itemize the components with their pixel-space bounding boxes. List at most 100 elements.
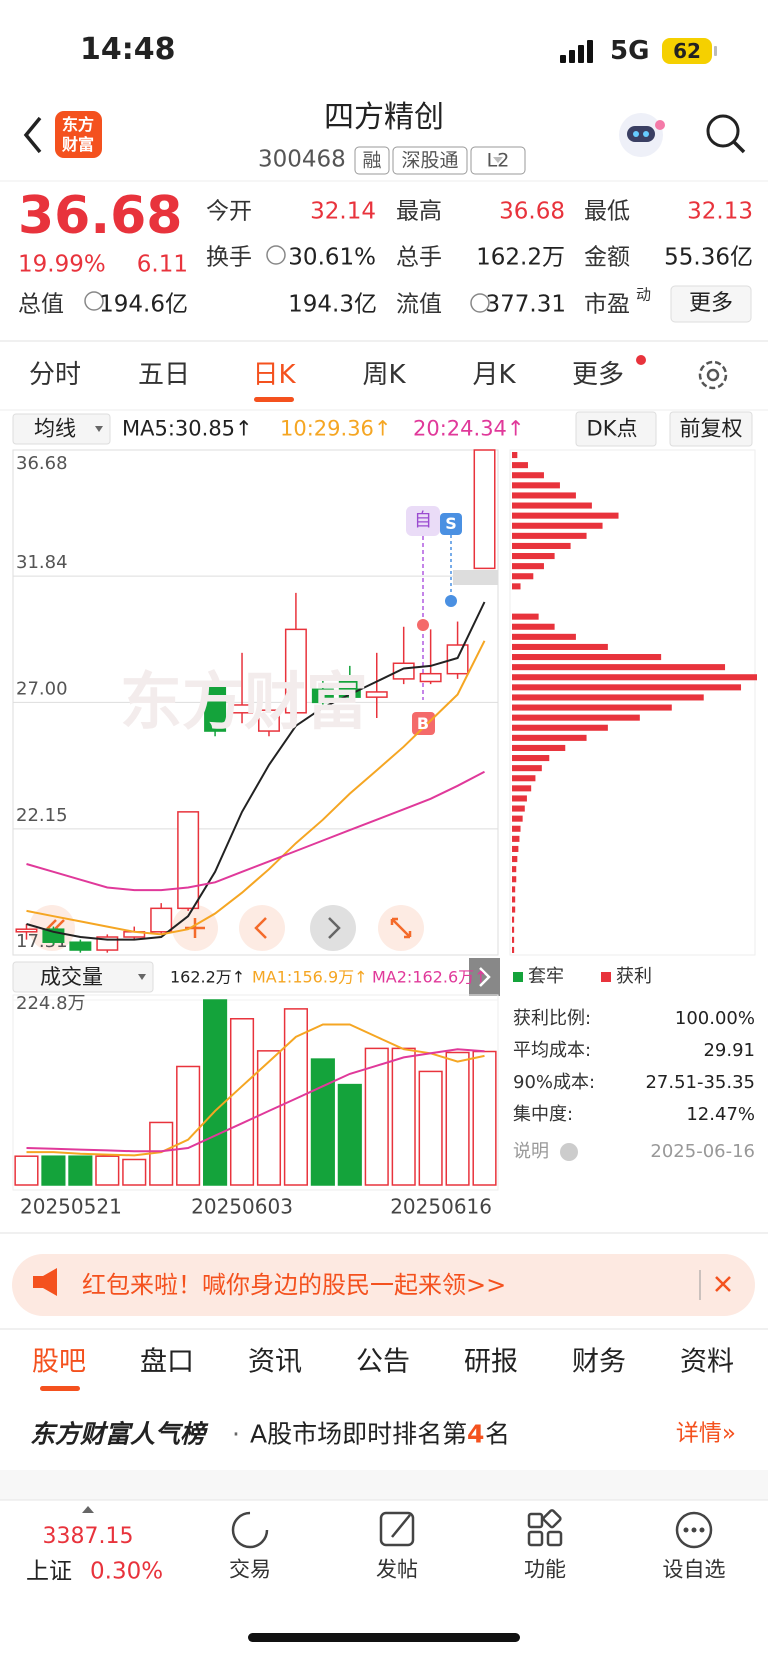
ranking-sep: · bbox=[232, 1419, 240, 1449]
chip-bar bbox=[512, 886, 516, 893]
ranking-link[interactable]: 详情» bbox=[675, 1420, 736, 1447]
search-button[interactable] bbox=[706, 114, 746, 154]
close-banner[interactable] bbox=[715, 1276, 731, 1292]
post-icon[interactable] bbox=[379, 1511, 415, 1547]
field-label: 总值 bbox=[18, 291, 64, 318]
chip-bar bbox=[512, 946, 515, 953]
chip-bar bbox=[512, 835, 520, 842]
section-tab[interactable]: 公告 bbox=[356, 1346, 410, 1378]
period-tab[interactable]: 月K bbox=[472, 360, 516, 390]
section-tab[interactable]: 财务 bbox=[572, 1346, 626, 1378]
period-tab[interactable]: 更多 bbox=[571, 360, 625, 390]
y-tick-label: 22.15 bbox=[16, 805, 68, 826]
clock: 14:48 bbox=[80, 32, 176, 67]
volume-frame bbox=[12, 994, 499, 1191]
dk-label[interactable]: DK点 bbox=[586, 416, 638, 441]
battery-level: 62 bbox=[673, 39, 701, 63]
volume-legend: MA2:162.6万↑ bbox=[372, 968, 488, 987]
settings-button[interactable] bbox=[698, 360, 728, 390]
candle-body bbox=[177, 811, 200, 910]
chip-stat-value: 27.51-35.35 bbox=[645, 1072, 755, 1093]
section-tab[interactable]: 研报 bbox=[464, 1346, 518, 1378]
assistant-avatar[interactable] bbox=[619, 113, 665, 157]
section-tab[interactable]: 资料 bbox=[680, 1346, 734, 1378]
footer-item[interactable]: 功能 bbox=[524, 1557, 566, 1582]
trade-icon[interactable] bbox=[231, 1511, 269, 1549]
footer-item[interactable]: 交易 bbox=[229, 1557, 271, 1582]
chip-bar bbox=[512, 633, 576, 640]
period-tab[interactable]: 分时 bbox=[28, 360, 82, 390]
watchlist-icon[interactable] bbox=[675, 1511, 713, 1549]
field-value: 30.61% bbox=[288, 244, 376, 271]
chip-bar bbox=[512, 785, 532, 792]
chip-stat-value: 12.47% bbox=[686, 1104, 755, 1125]
logo-text: 财富 bbox=[61, 135, 95, 154]
chip-bar bbox=[512, 664, 726, 671]
section-tab[interactable]: 盘口 bbox=[140, 1346, 194, 1378]
volume-bar bbox=[391, 1047, 416, 1186]
ranking-text: A股市场即时排名第 bbox=[250, 1419, 468, 1449]
badge: 融 bbox=[362, 149, 382, 172]
footer-item[interactable]: 设自选 bbox=[662, 1557, 726, 1582]
chip-stat-value: 29.91 bbox=[703, 1040, 755, 1061]
chip-bar bbox=[512, 684, 742, 691]
volume-bar bbox=[418, 1070, 443, 1186]
chip-bar bbox=[512, 825, 521, 832]
more-button-label[interactable]: 更多 bbox=[688, 291, 734, 316]
sell-dot bbox=[445, 595, 457, 607]
volume-ma-line bbox=[26, 1048, 485, 1153]
footer-icons bbox=[231, 1509, 713, 1549]
chip-bar bbox=[512, 573, 534, 580]
adjust-button[interactable] bbox=[669, 411, 753, 447]
period-tab[interactable]: 日K bbox=[252, 360, 296, 390]
chip-bar bbox=[512, 643, 608, 650]
chip-stat-label: 获利比例: bbox=[513, 1008, 592, 1029]
chip-bar bbox=[512, 926, 515, 933]
volume-bar bbox=[203, 999, 228, 1186]
badge: 深股通 bbox=[401, 149, 459, 172]
ranking-suffix: 名 bbox=[485, 1419, 511, 1449]
ma-selector[interactable] bbox=[12, 413, 111, 445]
adjust-label[interactable]: 前复权 bbox=[679, 416, 743, 441]
next-button[interactable] bbox=[310, 905, 356, 951]
volume-bar bbox=[364, 1047, 389, 1186]
ma-line bbox=[26, 640, 486, 936]
chip-bar bbox=[512, 502, 592, 509]
ma-selector-label[interactable]: 均线 bbox=[34, 416, 76, 441]
dk-button[interactable] bbox=[575, 411, 657, 447]
app-logo bbox=[55, 111, 102, 158]
footer-item[interactable]: 发帖 bbox=[376, 1557, 418, 1582]
candle-body bbox=[150, 907, 173, 933]
badge-box bbox=[354, 146, 390, 175]
chip-bar bbox=[512, 876, 517, 883]
volume-bar bbox=[445, 1051, 470, 1186]
prev-button[interactable] bbox=[239, 905, 285, 951]
marker-label: S bbox=[445, 514, 457, 533]
section-tab[interactable]: 股吧 bbox=[32, 1346, 86, 1378]
chip-bar bbox=[512, 755, 550, 762]
chip-stat-label: 90%成本: bbox=[513, 1072, 596, 1093]
y-tick-label: 27.00 bbox=[16, 678, 68, 699]
volume-selector[interactable] bbox=[12, 961, 154, 993]
banner-text[interactable]: 红包来啦！喊你身边的股民一起来领>> bbox=[82, 1271, 507, 1299]
info-dot bbox=[266, 245, 286, 265]
expand-button[interactable] bbox=[469, 958, 500, 996]
chip-bar bbox=[512, 765, 542, 772]
volume-bar bbox=[472, 1050, 497, 1186]
ma-label: 10:29.36↑ bbox=[280, 416, 392, 441]
period-tab[interactable]: 周K bbox=[362, 360, 406, 390]
period-tab[interactable]: 五日 bbox=[137, 360, 191, 390]
section-tab[interactable]: 资讯 bbox=[248, 1346, 302, 1378]
more-button[interactable] bbox=[670, 285, 752, 323]
ranking-rank: 4 bbox=[467, 1419, 485, 1449]
function-icon[interactable] bbox=[527, 1512, 544, 1529]
promo-banner[interactable] bbox=[12, 1254, 755, 1316]
field-label: 总手 bbox=[396, 244, 442, 271]
info-dot bbox=[84, 291, 104, 311]
back-button[interactable] bbox=[23, 116, 42, 154]
chip-date: 2025-06-16 bbox=[650, 1141, 755, 1162]
chip-bar bbox=[512, 553, 555, 560]
volume-bar bbox=[256, 1050, 282, 1186]
